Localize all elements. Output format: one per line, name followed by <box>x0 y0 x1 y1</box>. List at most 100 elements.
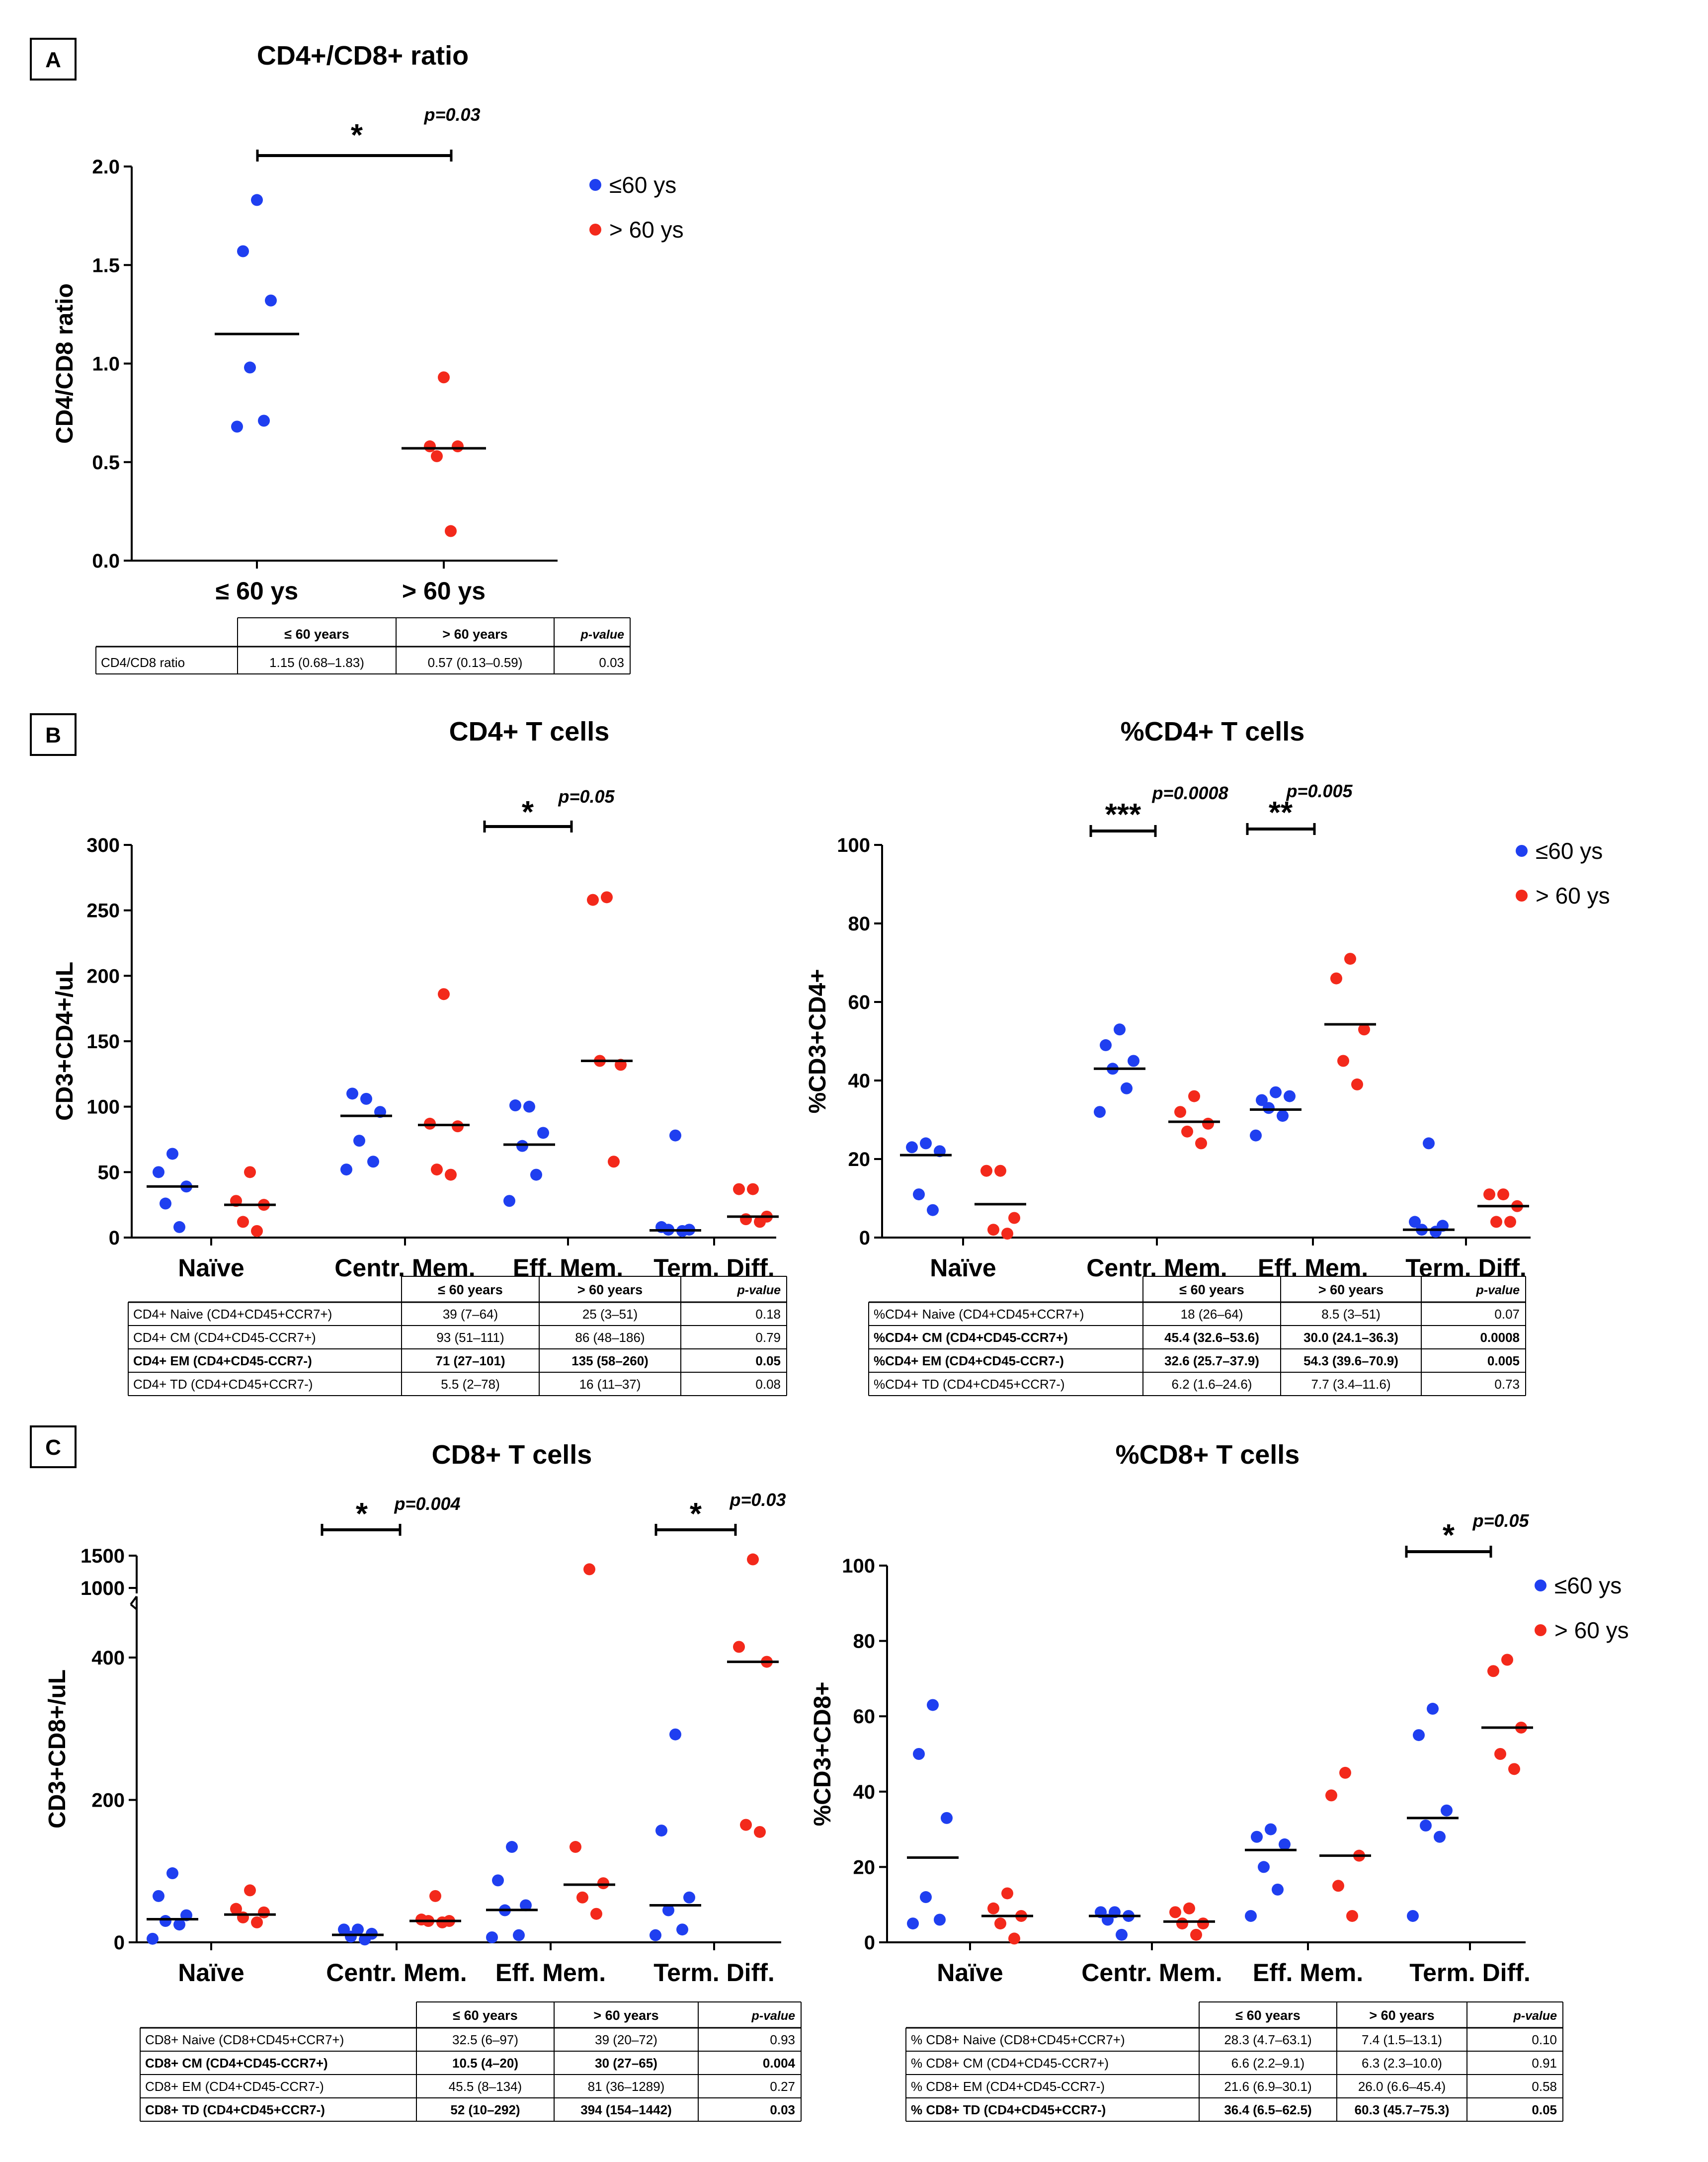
data-point-young <box>166 1148 178 1160</box>
table-row-label: CD4+ TD (CD4+CD45+CCR7-) <box>133 1377 313 1392</box>
y-tick-label: 40 <box>848 1070 871 1092</box>
y-tick-label: 60 <box>848 992 871 1013</box>
table-cell: 0.79 <box>755 1330 781 1345</box>
y-tick-label: 1.5 <box>92 254 120 276</box>
data-point-young <box>1265 1823 1277 1835</box>
data-point-young <box>1427 1703 1439 1715</box>
data-point-young <box>231 420 243 433</box>
chart-c2: %CD8+ T cells %CD3+CD8+ 0 20 40 60 80 100 Naïve C… <box>810 1440 1629 2122</box>
data-point-old <box>1195 1137 1207 1150</box>
table-header: p-value <box>580 628 624 642</box>
chart-title: CD4+/CD8+ ratio <box>257 41 469 71</box>
y-tick-label: 0 <box>859 1227 870 1249</box>
data-point-young <box>650 1929 661 1941</box>
table-row-label: %CD4+ Naive (CD4+CD45+CCR7+) <box>874 1307 1084 1322</box>
data-point-young <box>913 1748 925 1760</box>
data-point-old <box>1188 1090 1200 1102</box>
table-row-label: CD4+ Naive (CD4+CD45+CCR7+) <box>133 1307 332 1322</box>
data-point-young <box>907 1917 919 1930</box>
table-header: ≤ 60 years <box>284 627 349 642</box>
data-point-young <box>506 1841 518 1853</box>
table-cell: 81 (36–1289) <box>588 2079 665 2094</box>
y-tick-label: 0.0 <box>92 550 120 572</box>
data-point-old <box>230 1903 242 1915</box>
table-cell: 60.3 (45.7–75.3) <box>1355 2102 1450 2117</box>
y-tick-label: 0 <box>109 1227 120 1249</box>
summary-table: ≤ 60 years > 60 years p-value CD8+ Naive (C… <box>140 2001 802 2122</box>
data-point-old <box>431 450 443 462</box>
data-point-young <box>1420 1820 1432 1832</box>
y-tick-label: 50 <box>98 1162 120 1183</box>
data-point-young <box>345 1930 357 1943</box>
table-cell: 0.004 <box>763 2056 796 2071</box>
data-point-old <box>608 1156 620 1168</box>
data-point-young <box>523 1100 535 1113</box>
legend-label-old: > 60 ys <box>1554 1617 1629 1643</box>
data-point-young <box>513 1929 525 1941</box>
table-cell: 0.0008 <box>1480 1330 1520 1345</box>
data-point-young <box>1258 1861 1270 1873</box>
table-cell: 39 (7–64) <box>443 1307 498 1322</box>
y-tick-label: 60 <box>853 1706 876 1728</box>
data-point-old <box>587 894 599 906</box>
y-tick-label: 100 <box>842 1555 875 1577</box>
data-point-old <box>994 1164 1006 1177</box>
y-tick-label: 200 <box>86 965 120 987</box>
y-axis-label: %CD3+CD8+ <box>810 1682 836 1827</box>
significance-stars: * <box>522 795 534 830</box>
y-tick-label: 0 <box>864 1932 875 1954</box>
data-point-old <box>244 1166 256 1178</box>
data-point-young <box>920 1137 932 1150</box>
table-header: p-value <box>1475 1283 1520 1297</box>
table-cell: 0.93 <box>770 2032 795 2047</box>
data-point-young <box>166 1867 178 1880</box>
data-point-old <box>244 1884 256 1897</box>
x-category-label: Centr. Mem. <box>334 1254 475 1282</box>
table-cell: 0.05 <box>755 1353 781 1368</box>
x-category-label: Naïve <box>178 1254 244 1282</box>
data-point-young <box>1277 1110 1289 1122</box>
chart-title: %CD8+ T cells <box>1116 1440 1300 1470</box>
table-cell: 39 (20–72) <box>595 2032 657 2047</box>
data-point-young <box>920 1891 932 1904</box>
table-cell: 21.6 (6.9–30.1) <box>1224 2079 1311 2094</box>
data-point-young <box>1284 1090 1296 1102</box>
table-cell: 0.27 <box>770 2079 795 2094</box>
data-point-old <box>1358 1023 1370 1036</box>
data-point-young <box>1245 1910 1257 1922</box>
data-point-old <box>583 1563 595 1576</box>
data-point-young <box>486 1931 498 1943</box>
data-point-young <box>1441 1804 1453 1817</box>
data-point-old <box>1501 1654 1513 1666</box>
x-category-label: Centr. Mem. <box>1086 1254 1227 1282</box>
data-point-old <box>445 1168 457 1181</box>
x-category-label: ≤ 60 ys <box>216 577 298 605</box>
data-point-young <box>1256 1094 1268 1106</box>
data-point-old <box>1490 1216 1502 1228</box>
table-header: p-value <box>736 1283 781 1297</box>
data-point-old <box>1483 1188 1495 1201</box>
legend-marker-young <box>1516 845 1528 857</box>
y-tick-label: 20 <box>853 1856 876 1878</box>
table-cell: 30.0 (24.1–36.3) <box>1303 1330 1398 1345</box>
table-header: > 60 years <box>577 1282 643 1297</box>
y-axis-label: CD3+CD8+/uL <box>44 1669 71 1829</box>
data-point-young <box>1263 1102 1275 1114</box>
data-point-young <box>537 1127 549 1139</box>
table-cell: 0.73 <box>1494 1377 1520 1392</box>
axis-break-mark <box>130 1595 138 1605</box>
table-cell: 25 (3–51) <box>582 1307 638 1322</box>
p-value-annotation: p=0.005 <box>1286 781 1353 801</box>
axis-break-mark <box>130 1603 138 1610</box>
legend: ≤60 ys > 60 ys <box>1516 838 1610 909</box>
table-row-label: CD4/CD8 ratio <box>101 655 185 670</box>
p-value-annotation: p=0.05 <box>558 786 615 807</box>
data-point-old <box>754 1826 766 1838</box>
data-point-young <box>906 1141 918 1154</box>
summary-table: ≤ 60 years > 60 years p-value %CD4+ Naive (… <box>868 1276 1526 1396</box>
data-point-young <box>160 1915 171 1927</box>
data-point-old <box>1330 972 1342 985</box>
table-header: > 60 years <box>1318 1282 1383 1297</box>
x-category-label: > 60 ys <box>402 577 486 605</box>
table-cell: 6.2 (1.6–24.6) <box>1172 1377 1252 1392</box>
